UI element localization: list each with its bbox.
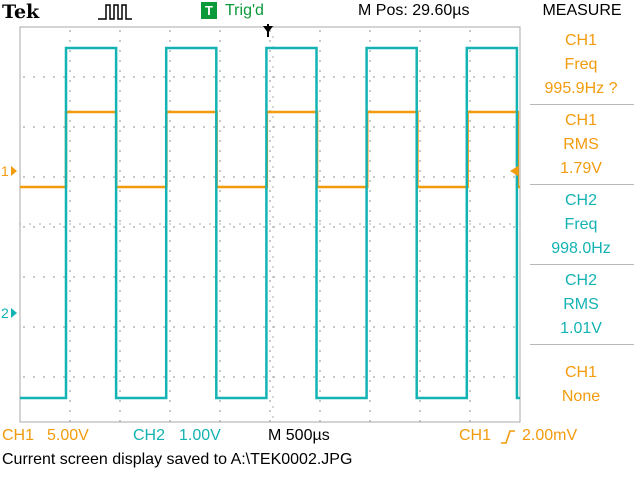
measure-source: CH1 (564, 364, 597, 381)
ch2-label: CH2 (133, 427, 166, 444)
measure-divider (530, 264, 634, 265)
measure-slot-3[interactable]: CH2 Freq 998.0Hz (522, 189, 640, 261)
status-header: Tek T Trig'd M Pos: 29.60µs MEASURE (0, 0, 640, 24)
measure-value: 1.01V (560, 320, 602, 337)
timebase: M 500µs (268, 427, 330, 444)
measure-type: Freq (564, 216, 598, 233)
ch2-waveform (20, 46, 520, 400)
measure-divider (530, 184, 634, 185)
measure-value: 1.79V (560, 160, 602, 177)
ch1-label: CH1 (2, 427, 35, 444)
ch2-ground-marker: 2 (1, 305, 17, 321)
trigger-level-marker (510, 166, 518, 176)
trigger-badge: T (201, 2, 217, 19)
ch1-scale: 5.00V (47, 427, 89, 444)
trigger-source: CH1 (459, 427, 492, 444)
trigger-position-arrow-icon (263, 24, 273, 37)
measure-slot-5[interactable]: CH1 None (522, 361, 640, 433)
ch1-waveform (20, 110, 520, 189)
status-message: Current screen display saved to A:\TEK00… (2, 451, 353, 468)
trigger-status: Trig'd (225, 2, 264, 19)
measure-panel: CH1 Freq 995.9Hz ? CH1 RMS 1.79V CH2 Freq 998.0H… (522, 24, 640, 425)
measure-type: RMS (563, 296, 599, 313)
measure-slot-2[interactable]: CH1 RMS 1.79V (522, 109, 640, 181)
svg-text:1: 1 (1, 163, 9, 179)
brand-logo: Tek (2, 1, 40, 23)
measure-type: RMS (563, 136, 599, 153)
measure-source: CH1 (564, 32, 597, 49)
measure-type: None (561, 388, 601, 405)
measure-divider (530, 104, 634, 105)
waveform-display: 1 2 (1, 26, 521, 423)
measure-source: CH2 (564, 192, 597, 209)
measure-value: 995.9Hz ? (544, 80, 618, 97)
trigger-level: 2.00mV (522, 427, 578, 444)
rising-edge-icon (501, 430, 515, 444)
measure-divider (530, 344, 634, 345)
measure-source: CH2 (564, 272, 597, 289)
measure-slot-1[interactable]: CH1 Freq 995.9Hz ? (522, 29, 640, 101)
horizontal-position: M Pos: 29.60µs (358, 2, 470, 19)
measure-source: CH1 (564, 112, 597, 129)
channel-settings-bar: CH1 5.00V CH2 1.00V M 500µs CH1 2.00mV (0, 425, 640, 447)
trigger-position-marker (261, 24, 275, 41)
measure-slot-4[interactable]: CH2 RMS 1.01V (522, 269, 640, 341)
svg-text:2: 2 (1, 305, 9, 321)
run-waveform-icon (98, 4, 132, 20)
measure-type: Freq (564, 56, 598, 73)
menu-title: MEASURE (542, 2, 622, 19)
measure-value: 998.0Hz (551, 240, 611, 257)
graticule (19, 26, 521, 423)
ch1-ground-marker: 1 (1, 163, 17, 179)
ch2-scale: 1.00V (179, 427, 221, 444)
